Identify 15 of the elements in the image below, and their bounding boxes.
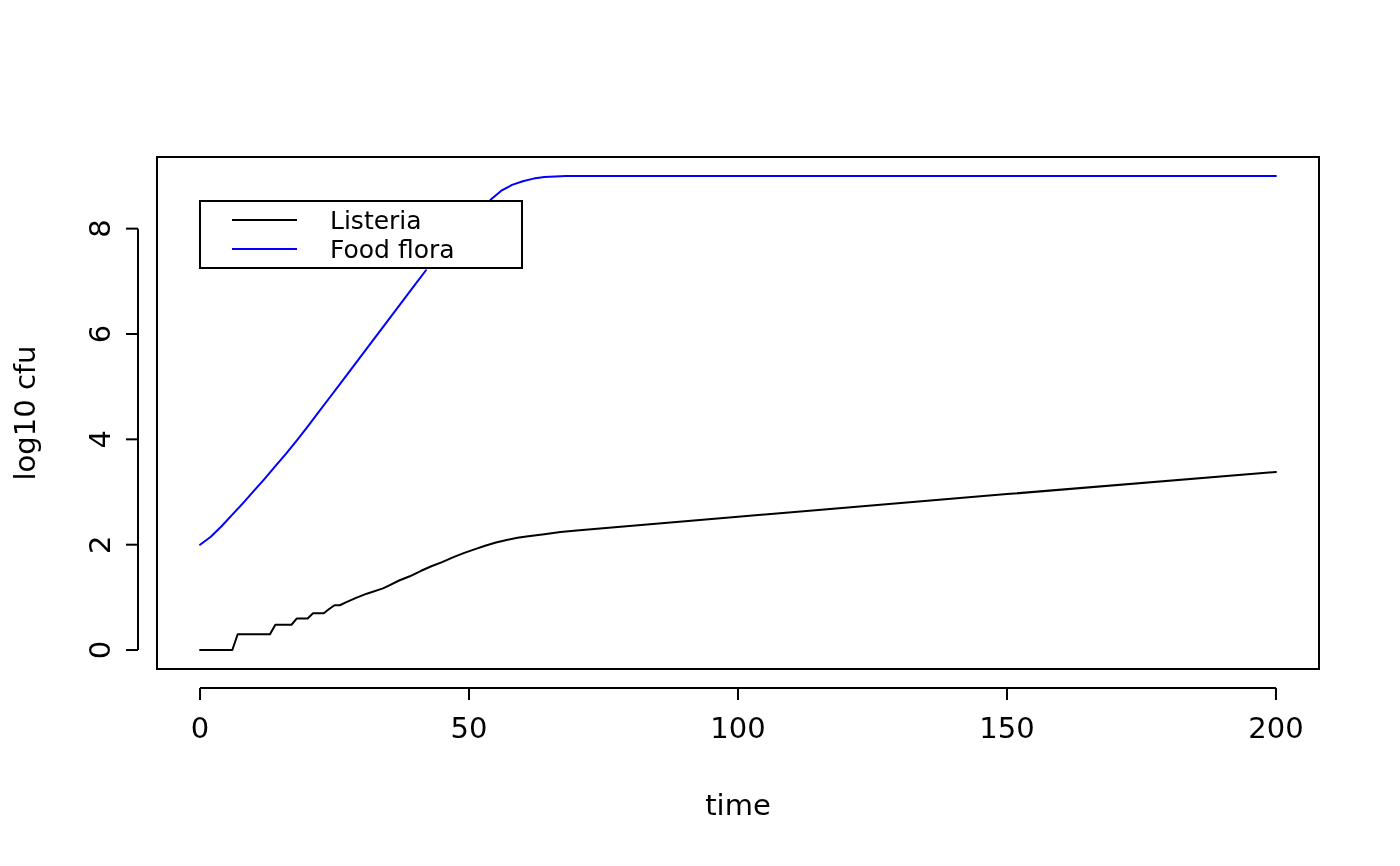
x-tick-label: 100 bbox=[710, 711, 766, 745]
legend-label: Listeria bbox=[330, 205, 422, 235]
legend-label: Food flora bbox=[330, 234, 455, 264]
x-tick-label: 0 bbox=[190, 711, 210, 745]
y-tick-label: 6 bbox=[83, 324, 117, 344]
x-axis-title: time bbox=[705, 788, 771, 822]
y-axis-title: log10 cfu bbox=[8, 345, 42, 481]
x-tick-label: 150 bbox=[979, 711, 1035, 745]
line-series bbox=[199, 471, 1277, 652]
y-tick-label: 4 bbox=[83, 430, 117, 449]
x-tick-label: 50 bbox=[450, 711, 488, 745]
y-tick-label: 8 bbox=[83, 219, 117, 238]
y-tick-label: 0 bbox=[83, 640, 117, 660]
y-tick-label: 2 bbox=[83, 535, 117, 554]
x-tick-label: 200 bbox=[1248, 711, 1304, 745]
